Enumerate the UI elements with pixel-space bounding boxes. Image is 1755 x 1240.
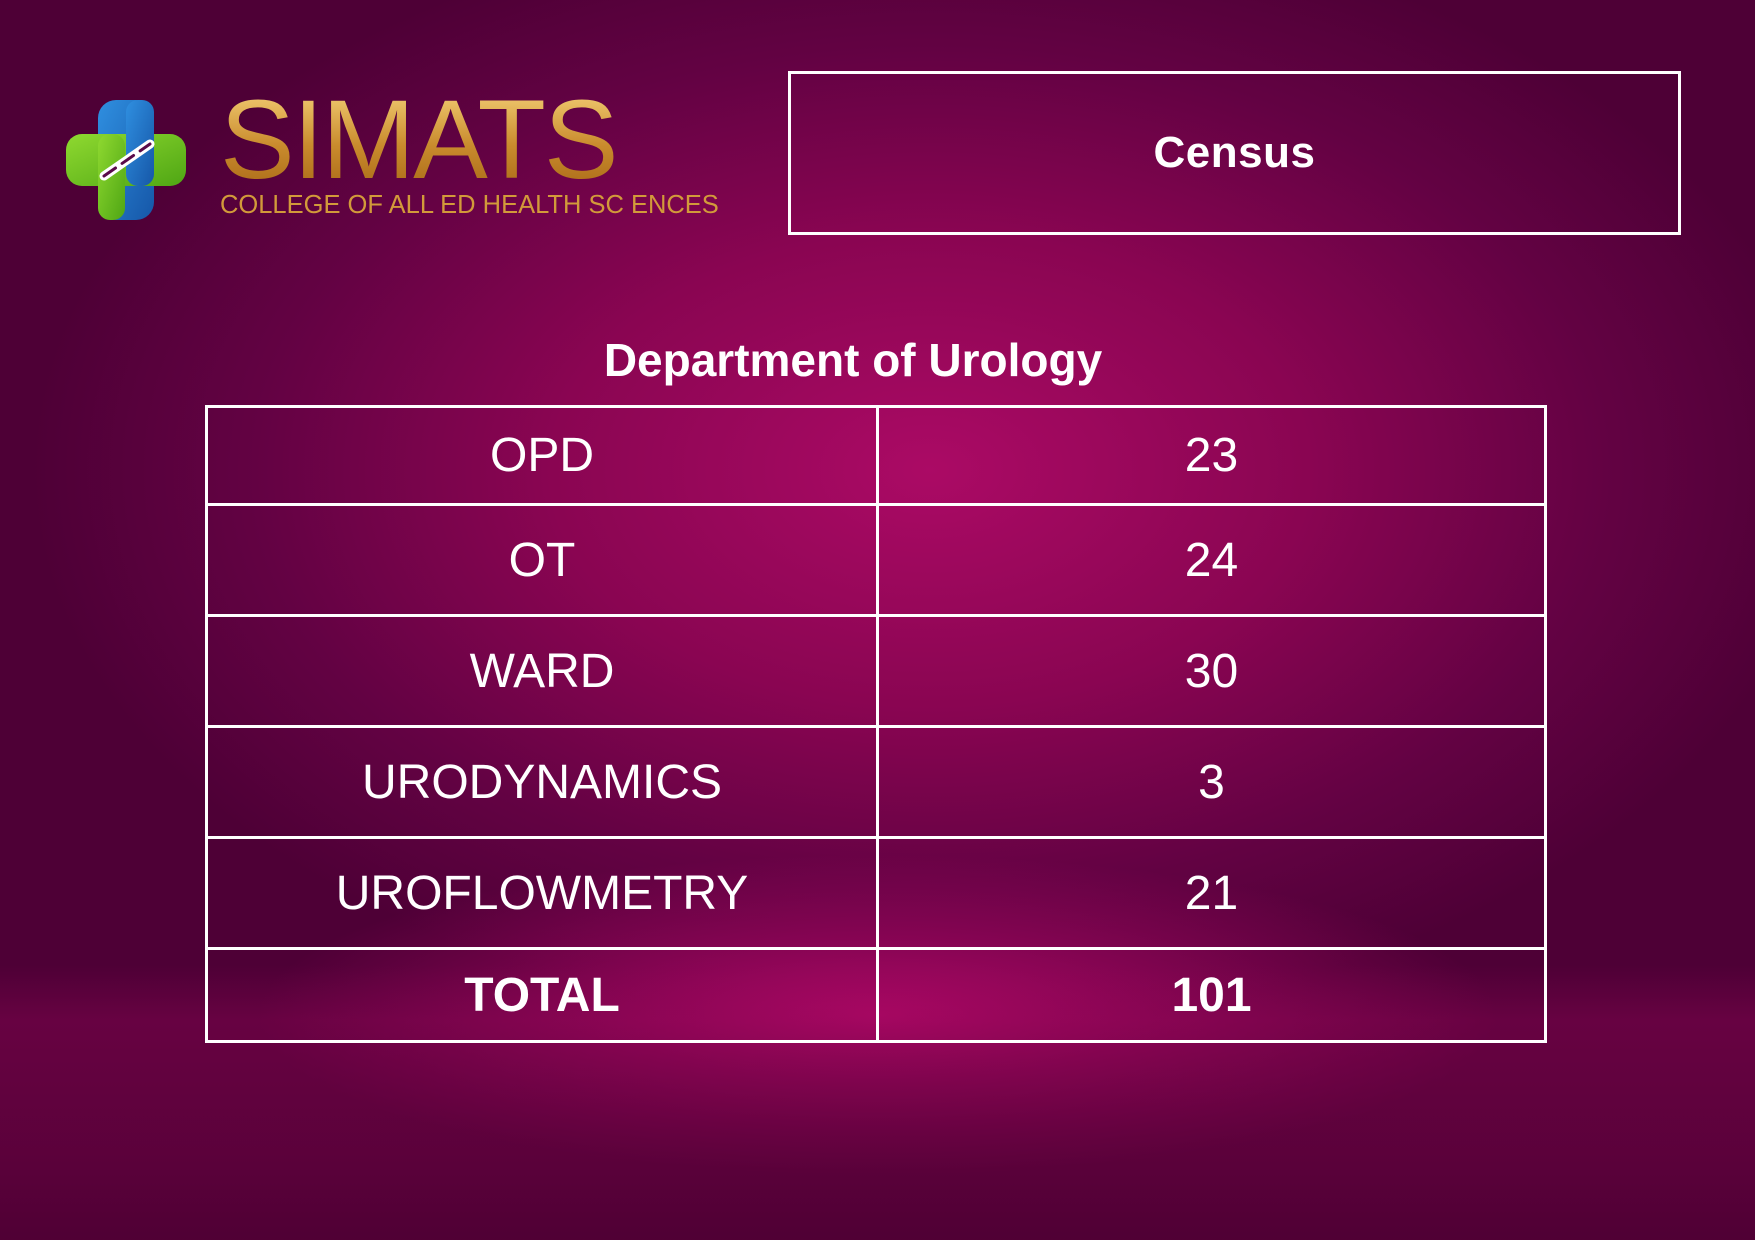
table-row: OT 24 bbox=[205, 503, 1547, 617]
table-row: URODYNAMICS 3 bbox=[205, 725, 1547, 839]
logo-wordmark: SIMATS bbox=[220, 77, 619, 202]
row-value: 3 bbox=[876, 725, 1547, 839]
page-title: Census bbox=[1153, 128, 1316, 177]
row-value: 21 bbox=[876, 836, 1547, 950]
row-value: 24 bbox=[876, 503, 1547, 617]
row-label: URODYNAMICS bbox=[205, 725, 879, 839]
row-value: 23 bbox=[876, 405, 1547, 506]
row-label: OPD bbox=[205, 405, 879, 506]
table-row: OPD 23 bbox=[205, 405, 1547, 506]
medical-cross-logo-icon bbox=[66, 100, 186, 220]
row-label: WARD bbox=[205, 614, 879, 728]
row-label: OT bbox=[205, 503, 879, 617]
row-label: UROFLOWMETRY bbox=[205, 836, 879, 950]
table-row: UROFLOWMETRY 21 bbox=[205, 836, 1547, 950]
table-total-row: TOTAL 101 bbox=[205, 947, 1547, 1043]
total-label: TOTAL bbox=[205, 947, 879, 1043]
table-row: WARD 30 bbox=[205, 614, 1547, 728]
total-value: 101 bbox=[876, 947, 1547, 1043]
department-title: Department of Urology bbox=[603, 334, 1103, 386]
census-table: OPD 23 OT 24 WARD 30 URODYNAMICS 3 UROFL… bbox=[205, 405, 1547, 1043]
census-title-box: Census bbox=[788, 71, 1681, 235]
simats-logo: SIMATS COLLEGE OF ALL ED HEALTH SC ENCES bbox=[64, 84, 744, 222]
logo-tagline: COLLEGE OF ALL ED HEALTH SC ENCES bbox=[220, 191, 719, 219]
row-value: 30 bbox=[876, 614, 1547, 728]
